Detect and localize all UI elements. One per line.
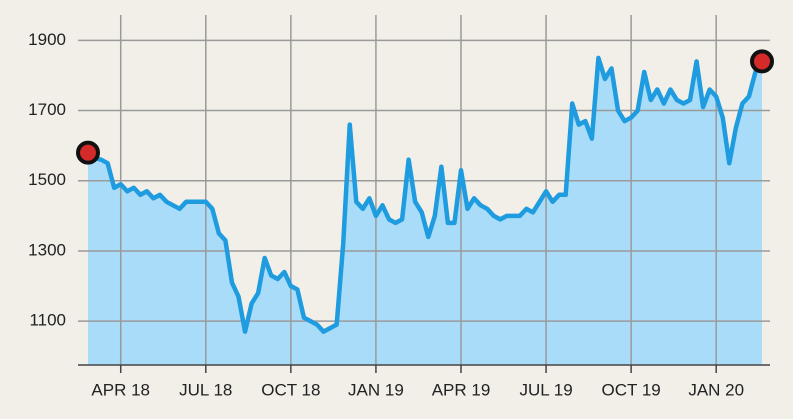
x-tick-label: JUL 18 <box>179 380 232 399</box>
x-tick-label: JUL 19 <box>519 380 572 399</box>
y-tick-label: 1300 <box>28 240 66 259</box>
end-marker <box>750 49 774 74</box>
x-tick-label: OCT 18 <box>261 380 320 399</box>
y-tick-label: 1500 <box>28 170 66 189</box>
x-tick-label: APR 19 <box>432 380 491 399</box>
x-tick-label: OCT 19 <box>602 380 661 399</box>
y-tick-label: 1900 <box>28 30 66 49</box>
x-tick-label: APR 18 <box>91 380 150 399</box>
end-marker <box>76 140 100 165</box>
x-tick-label: JAN 20 <box>688 380 744 399</box>
line <box>86 55 764 334</box>
x-tick-label: JAN 19 <box>348 380 404 399</box>
y-tick-label: 1700 <box>28 100 66 119</box>
y-tick-label: 1100 <box>29 311 66 330</box>
